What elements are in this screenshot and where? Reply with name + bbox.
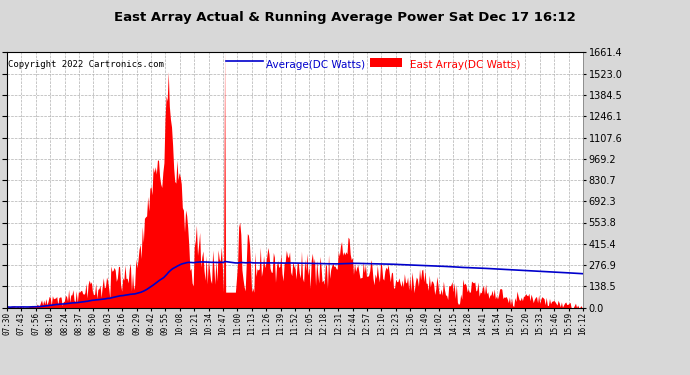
Text: Copyright 2022 Cartronics.com: Copyright 2022 Cartronics.com [8,60,164,69]
Text: East Array(DC Watts): East Array(DC Watts) [410,60,520,70]
Bar [370,58,402,66]
Text: Average(DC Watts): Average(DC Watts) [266,60,365,70]
Text: East Array Actual & Running Average Power Sat Dec 17 16:12: East Array Actual & Running Average Powe… [114,11,576,24]
